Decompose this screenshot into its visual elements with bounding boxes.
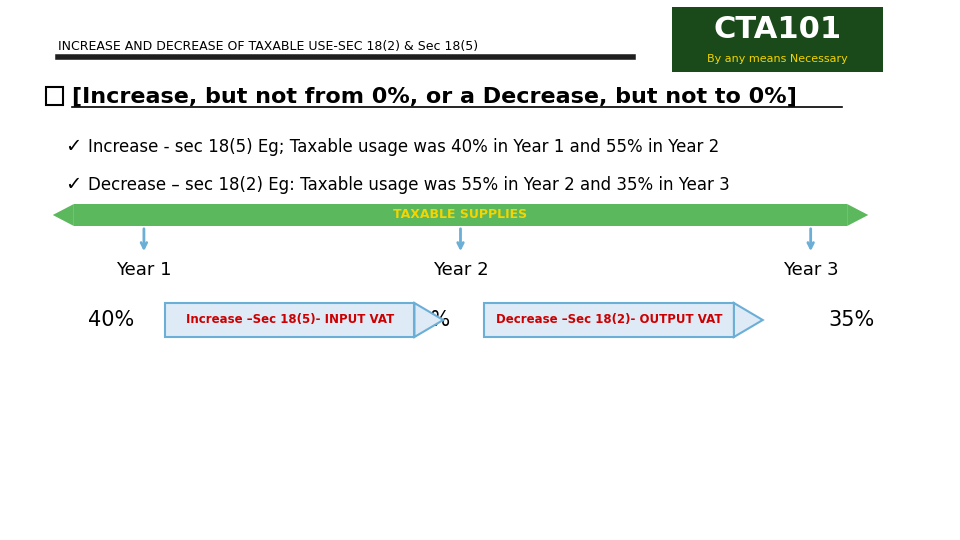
Text: CTA101: CTA101	[713, 15, 841, 44]
Text: Increase –Sec 18(5)- INPUT VAT: Increase –Sec 18(5)- INPUT VAT	[185, 314, 394, 327]
Text: 35%: 35%	[828, 310, 875, 330]
Text: [Increase, but not from 0%, or a Decrease, but not to 0%]: [Increase, but not from 0%, or a Decreas…	[72, 86, 797, 106]
FancyBboxPatch shape	[74, 204, 847, 226]
Text: By any means Necessary: By any means Necessary	[707, 54, 848, 64]
Text: TAXABLE SUPPLIES: TAXABLE SUPPLIES	[394, 208, 528, 221]
Text: Year 2: Year 2	[433, 261, 489, 279]
Polygon shape	[415, 303, 444, 337]
Text: Decrease –Sec 18(2)- OUTPUT VAT: Decrease –Sec 18(2)- OUTPUT VAT	[496, 314, 723, 327]
FancyBboxPatch shape	[46, 87, 63, 105]
Text: 40%: 40%	[88, 310, 134, 330]
Text: INCREASE AND DECREASE OF TAXABLE USE-SEC 18(2) & Sec 18(5): INCREASE AND DECREASE OF TAXABLE USE-SEC…	[58, 40, 478, 53]
Text: ✓: ✓	[65, 176, 82, 194]
Polygon shape	[734, 303, 762, 337]
Text: Increase - sec 18(5) Eg; Taxable usage was 40% in Year 1 and 55% in Year 2: Increase - sec 18(5) Eg; Taxable usage w…	[88, 138, 719, 156]
Polygon shape	[847, 204, 868, 226]
FancyBboxPatch shape	[485, 303, 734, 337]
Polygon shape	[53, 204, 74, 226]
Text: Decrease – sec 18(2) Eg: Taxable usage was 55% in Year 2 and 35% in Year 3: Decrease – sec 18(2) Eg: Taxable usage w…	[88, 176, 730, 194]
Text: Year 1: Year 1	[116, 261, 172, 279]
Text: Year 3: Year 3	[782, 261, 838, 279]
FancyBboxPatch shape	[165, 303, 415, 337]
FancyBboxPatch shape	[672, 7, 882, 72]
Text: ✓: ✓	[65, 138, 82, 157]
Text: 55%: 55%	[405, 310, 451, 330]
